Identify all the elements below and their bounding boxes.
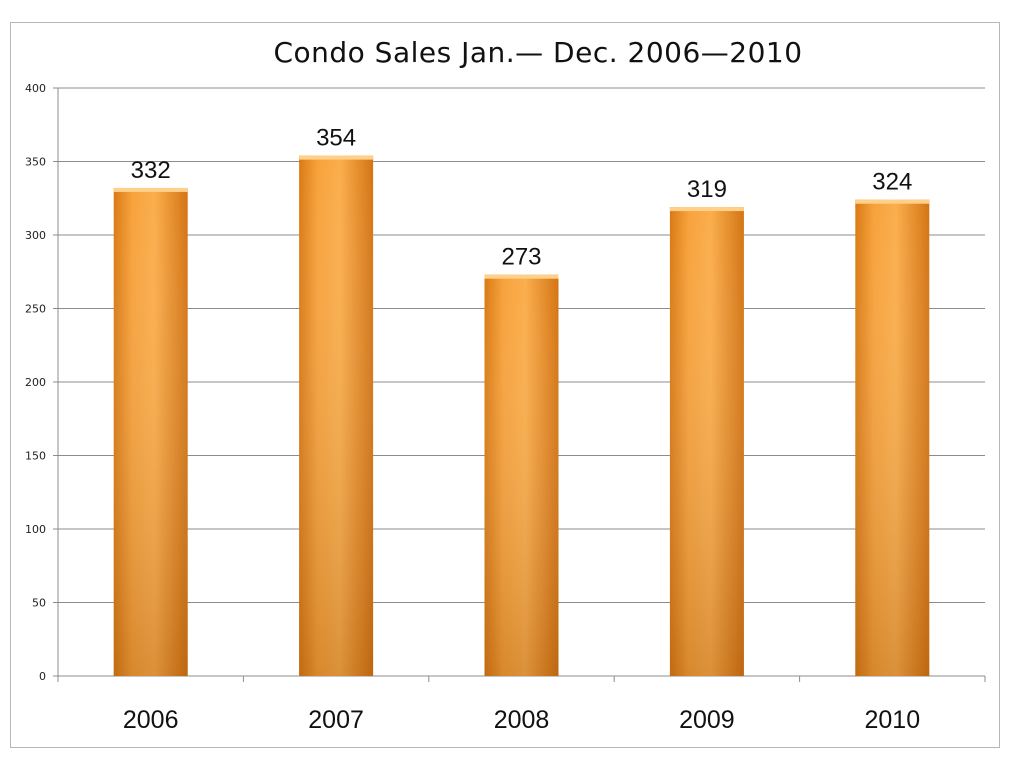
y-tick-label: 300 — [25, 229, 46, 242]
bar-shade — [113, 187, 188, 676]
bar-shade — [484, 274, 559, 676]
x-category-label: 2010 — [864, 706, 920, 734]
y-tick-label: 200 — [25, 376, 46, 389]
y-tick-label: 100 — [25, 523, 46, 536]
data-label: 332 — [131, 157, 171, 184]
x-category-label: 2006 — [123, 706, 179, 734]
y-tick-label: 400 — [25, 82, 46, 95]
y-tick-label: 50 — [32, 597, 46, 610]
bar-cap — [113, 187, 188, 192]
y-tick-label: 350 — [25, 156, 46, 169]
bar-shade — [669, 207, 744, 676]
y-tick-label: 0 — [39, 670, 46, 683]
data-label: 273 — [501, 244, 541, 271]
y-tick-label: 250 — [25, 303, 46, 316]
x-category-label: 2008 — [494, 706, 550, 734]
data-label: 319 — [687, 176, 727, 203]
x-category-label: 2009 — [679, 706, 735, 734]
bars — [113, 155, 930, 676]
bar-shade — [855, 199, 930, 676]
bar-shade — [299, 155, 374, 676]
chart-title: Condo Sales Jan.— Dec. 2006—2010 — [273, 36, 803, 69]
bar-cap — [669, 207, 744, 212]
y-tick-label: 150 — [25, 450, 46, 463]
x-category-label: 2007 — [308, 706, 364, 734]
bar-cap — [484, 274, 559, 279]
labels: 0 50 100 150 200 250 300 350 400 332 2006 354 2007 27… — [25, 82, 920, 734]
data-label: 324 — [872, 169, 912, 196]
data-label: 354 — [316, 125, 356, 152]
bar-cap — [855, 199, 930, 204]
bar-cap — [299, 155, 374, 160]
